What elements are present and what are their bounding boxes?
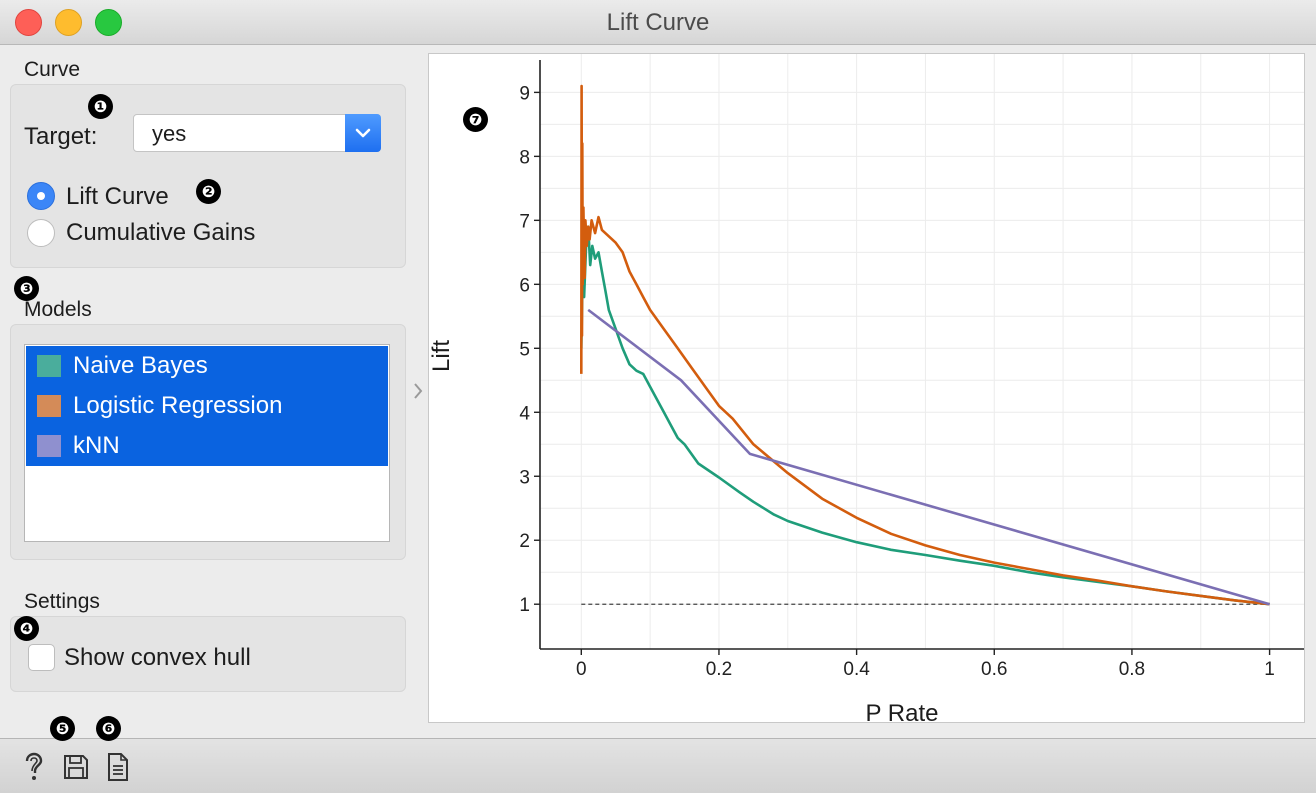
x-tick-label: 1 <box>1264 659 1275 680</box>
callout-marker-7: ❼ <box>463 107 488 132</box>
model-label: kNN <box>73 432 120 459</box>
callout-marker-1: ❶ <box>88 94 113 119</box>
x-tick-label: 0.4 <box>843 659 870 680</box>
save-icon[interactable] <box>62 753 90 786</box>
series-line-1 <box>580 84 1270 606</box>
callout-marker-3: ❸ <box>14 276 39 301</box>
callout-marker-6: ❻ <box>96 716 121 741</box>
models-section-label: Models <box>24 298 92 321</box>
callout-marker-5: ❺ <box>50 716 75 741</box>
models-list[interactable]: Naive Bayes Logistic Regression kNN <box>24 344 390 542</box>
plot-panel[interactable]: 0 0.2 0.4 0.6 0.8 1 1 2 3 4 5 6 7 8 9 P Rate Lift ❼ <box>428 53 1305 723</box>
callout-marker-4: ❹ <box>14 616 39 641</box>
y-tick-label: 8 <box>519 147 530 168</box>
model-color-swatch <box>37 435 61 457</box>
y-tick-label: 1 <box>519 595 530 616</box>
callout-marker-2: ❷ <box>196 179 221 204</box>
chevron-right-icon[interactable] <box>411 380 425 407</box>
window-title: Lift Curve <box>606 9 710 36</box>
settings-section-label: Settings <box>24 590 100 613</box>
model-label: Logistic Regression <box>73 392 283 419</box>
target-label: Target: <box>24 123 98 150</box>
list-item[interactable]: Naive Bayes <box>26 346 388 386</box>
settings-box <box>10 616 406 692</box>
y-tick-label: 2 <box>519 531 530 552</box>
x-tick-label: 0.2 <box>706 659 732 680</box>
model-color-swatch <box>37 355 61 377</box>
series-line-0 <box>580 225 1270 606</box>
list-item[interactable]: kNN <box>26 426 388 466</box>
status-bar <box>0 738 1316 793</box>
chart-grid <box>540 54 1304 649</box>
chart-ticks: 0 0.2 0.4 0.6 0.8 1 1 2 3 4 5 6 7 8 9 <box>519 83 1274 680</box>
chart-axes <box>539 60 1304 650</box>
model-color-swatch <box>37 395 61 417</box>
x-axis-label: P Rate <box>866 700 939 722</box>
report-icon[interactable] <box>106 752 130 787</box>
help-icon[interactable] <box>22 752 46 787</box>
series-line-2 <box>587 308 1270 606</box>
lift-curve-label[interactable]: Lift Curve <box>66 183 169 210</box>
convex-hull-checkbox[interactable] <box>28 644 55 671</box>
lift-curve-radio[interactable] <box>27 182 55 210</box>
x-tick-label: 0 <box>576 659 587 680</box>
y-tick-label: 3 <box>519 467 530 488</box>
y-tick-label: 9 <box>519 83 530 104</box>
cumulative-gains-radio[interactable] <box>27 219 55 247</box>
title-bar: Lift Curve <box>0 0 1316 45</box>
y-tick-label: 4 <box>519 403 530 424</box>
y-tick-label: 5 <box>519 339 530 360</box>
x-tick-label: 0.8 <box>1119 659 1145 680</box>
zoom-window-button[interactable] <box>95 9 122 36</box>
target-select[interactable]: yes <box>133 114 381 152</box>
x-tick-label: 0.6 <box>981 659 1007 680</box>
chevron-down-icon[interactable] <box>345 114 381 152</box>
y-tick-label: 7 <box>519 211 530 232</box>
list-item[interactable]: Logistic Regression <box>26 386 388 426</box>
minimize-window-button[interactable] <box>55 9 82 36</box>
y-tick-label: 6 <box>519 275 530 296</box>
close-window-button[interactable] <box>15 9 42 36</box>
chart-series <box>580 84 1270 606</box>
cumulative-gains-label[interactable]: Cumulative Gains <box>66 219 256 246</box>
convex-hull-label[interactable]: Show convex hull <box>64 644 251 671</box>
y-axis-label: Lift <box>429 340 455 372</box>
curve-section-label: Curve <box>24 58 81 81</box>
target-select-value: yes <box>152 121 187 146</box>
model-label: Naive Bayes <box>73 352 208 379</box>
lift-curve-chart[interactable]: 0 0.2 0.4 0.6 0.8 1 1 2 3 4 5 6 7 8 9 P Rate Lift <box>429 54 1304 722</box>
